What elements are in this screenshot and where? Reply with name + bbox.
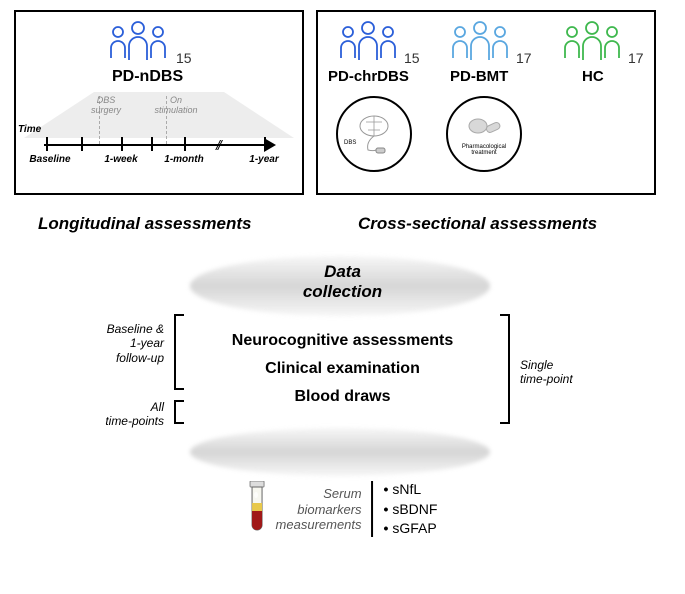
biomarker-divider bbox=[372, 481, 374, 537]
people-group-pdndbs bbox=[106, 18, 170, 64]
biomarker-sbdnf: sBDNF bbox=[384, 500, 438, 520]
tick-label-1month: 1-month bbox=[164, 154, 203, 165]
people-icon bbox=[336, 18, 400, 64]
tick-label-baseline: Baseline bbox=[29, 154, 70, 165]
timeline-line bbox=[44, 144, 268, 146]
people-group-bmt bbox=[448, 18, 512, 64]
pills-icon bbox=[464, 112, 504, 144]
people-icon bbox=[106, 18, 170, 64]
vial-icon bbox=[248, 481, 266, 537]
biomarker-snfl: sNfL bbox=[384, 480, 438, 500]
count-pdndbs: 15 bbox=[176, 50, 192, 66]
tick-1month bbox=[184, 137, 186, 151]
side-label-single-timepoint: Single time-point bbox=[520, 358, 573, 387]
tick-baseline bbox=[46, 137, 48, 151]
dbs-icon-label: DBS bbox=[344, 140, 356, 146]
people-group-chrdbs bbox=[336, 18, 400, 64]
pill-circle-icon: Pharmacological treatment bbox=[446, 96, 522, 172]
label-bmt: PD-BMT bbox=[450, 68, 508, 85]
title-longitudinal: Longitudinal assessments bbox=[38, 214, 252, 234]
bracket-left-bottom bbox=[174, 400, 184, 424]
people-icon bbox=[560, 18, 624, 64]
title-cross-sectional: Cross-sectional assessments bbox=[358, 214, 597, 234]
bracket-right bbox=[500, 314, 510, 424]
timeline-break: // bbox=[216, 137, 220, 153]
biomarker-row: Serum biomarkers measurements sNfL sBDNF… bbox=[248, 480, 438, 539]
assessments-list: Neurocognitive assessments Clinical exam… bbox=[232, 322, 453, 416]
tick-1week bbox=[121, 137, 123, 151]
biomarker-list: sNfL sBDNF sGFAP bbox=[384, 480, 438, 539]
biomarker-sgfap: sGFAP bbox=[384, 519, 438, 539]
longitudinal-panel: 15 PD-nDBS Time // Baseline 1-week 1-mon… bbox=[14, 10, 304, 195]
shade-bottom bbox=[190, 428, 490, 476]
tick-label-1week: 1-week bbox=[104, 154, 137, 165]
count-chrdbs: 15 bbox=[404, 50, 420, 66]
tick-label-1year: 1-year bbox=[249, 154, 278, 165]
bracket-left-top bbox=[174, 314, 184, 390]
cross-sectional-panel: 15 PD-chrDBS DBS 17 PD-BMT Pharmacologic… bbox=[316, 10, 656, 195]
biomarker-label: Serum biomarkers measurements bbox=[276, 486, 362, 533]
people-icon bbox=[448, 18, 512, 64]
arrow-icon bbox=[264, 138, 278, 152]
side-label-baseline-followup: Baseline & 1-year follow-up bbox=[92, 322, 164, 365]
assess-neuro: Neurocognitive assessments bbox=[232, 332, 453, 350]
people-group-hc bbox=[560, 18, 624, 64]
label-chrdbs: PD-chrDBS bbox=[328, 68, 409, 85]
title-data-collection: Data collection bbox=[303, 262, 382, 301]
event-label-stim: On stimulation bbox=[148, 96, 204, 116]
event-label-surgery: DBS surgery bbox=[84, 96, 128, 116]
label-hc: HC bbox=[582, 68, 604, 85]
label-pdndbs: PD-nDBS bbox=[112, 68, 183, 86]
assess-blood: Blood draws bbox=[232, 388, 453, 406]
time-axis-label: Time bbox=[18, 124, 41, 135]
brain-dbs-icon bbox=[352, 112, 396, 156]
dbs-circle-icon: DBS bbox=[336, 96, 412, 172]
side-label-all-timepoints: All time-points bbox=[92, 400, 164, 429]
count-hc: 17 bbox=[628, 50, 644, 66]
count-bmt: 17 bbox=[516, 50, 532, 66]
pill-icon-label: Pharmacological treatment bbox=[462, 144, 506, 156]
assess-clinical: Clinical examination bbox=[232, 360, 453, 378]
